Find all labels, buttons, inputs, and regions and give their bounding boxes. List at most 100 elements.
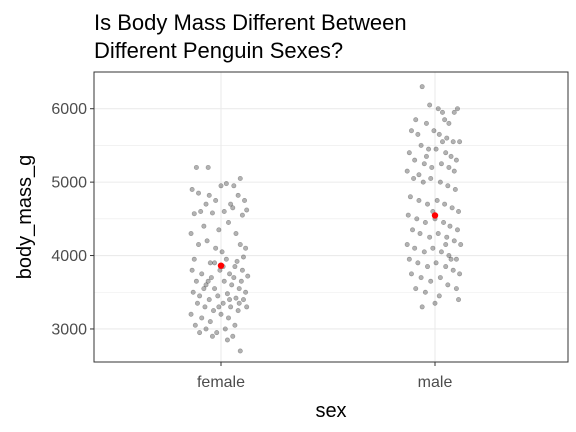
data-point-female <box>233 295 239 301</box>
data-point-female <box>234 258 240 264</box>
data-point-male <box>444 135 450 141</box>
data-point-female <box>231 183 237 189</box>
data-point-female <box>243 245 249 251</box>
data-point-female <box>212 286 218 292</box>
data-point-male <box>426 146 432 152</box>
data-point-female <box>239 267 245 273</box>
data-point-male <box>406 256 412 262</box>
data-point-male <box>416 197 422 203</box>
data-point-female <box>232 322 238 328</box>
data-point-male <box>412 245 418 251</box>
data-point-male <box>408 271 414 277</box>
data-point-male <box>422 220 428 226</box>
chart-title-line-2: Different Penguin Sexes? <box>94 38 343 63</box>
data-point-male <box>413 117 419 123</box>
data-point-female <box>215 293 221 299</box>
data-point-male <box>443 264 449 270</box>
data-point-female <box>245 273 251 279</box>
data-point-male <box>435 106 441 112</box>
x-axis-title: sex <box>315 400 346 422</box>
data-point-male <box>405 212 411 218</box>
data-point-female <box>194 300 200 306</box>
data-point-male <box>441 220 447 226</box>
data-point-female <box>213 245 219 251</box>
data-point-female <box>192 322 198 328</box>
data-point-male <box>411 175 417 181</box>
x-tick-label-female: female <box>197 374 245 391</box>
data-point-male <box>429 164 435 170</box>
data-point-female <box>223 181 229 187</box>
data-point-female <box>213 197 219 203</box>
data-point-female <box>208 275 214 281</box>
data-point-female <box>244 207 250 213</box>
data-point-male <box>445 282 451 288</box>
y-tick-label: 5000 <box>51 175 87 192</box>
data-point-female <box>237 175 243 181</box>
data-point-male <box>408 128 414 134</box>
data-point-female <box>230 205 236 211</box>
data-point-male <box>427 234 433 240</box>
data-point-female <box>198 208 204 214</box>
data-point-female <box>231 275 237 281</box>
data-point-female <box>199 271 205 277</box>
data-point-female <box>218 311 224 317</box>
data-point-male <box>446 164 452 170</box>
data-point-female <box>237 348 243 354</box>
data-point-male <box>456 297 462 303</box>
y-tick-label: 4000 <box>51 248 87 265</box>
data-point-female <box>228 304 234 310</box>
data-point-male <box>437 275 443 281</box>
data-point-male <box>430 245 436 251</box>
data-point-male <box>451 168 457 174</box>
data-point-male <box>414 216 420 222</box>
data-point-female <box>204 238 210 244</box>
data-point-female <box>229 282 235 288</box>
data-point-female <box>236 286 242 292</box>
data-point-male <box>451 109 457 115</box>
data-point-male <box>428 278 434 284</box>
data-point-female <box>196 242 202 248</box>
data-point-female <box>237 242 243 248</box>
data-point-male <box>445 183 451 189</box>
data-point-female <box>225 220 231 226</box>
data-point-male <box>419 84 425 90</box>
data-point-female <box>193 164 199 170</box>
data-point-female <box>228 201 234 207</box>
data-point-female <box>214 330 220 336</box>
data-point-female <box>209 210 215 216</box>
data-point-male <box>451 238 457 244</box>
data-point-female <box>188 231 194 237</box>
data-point-male <box>454 227 460 233</box>
data-point-female <box>230 333 236 339</box>
data-point-female <box>188 311 194 317</box>
group-means <box>217 212 439 269</box>
data-point-male <box>453 256 459 262</box>
data-point-female <box>207 319 213 325</box>
data-point-male <box>421 161 427 167</box>
data-point-female <box>233 231 239 237</box>
data-point-female <box>224 337 230 343</box>
data-point-female <box>219 249 225 255</box>
data-point-female <box>203 282 209 288</box>
data-point-male <box>446 253 452 259</box>
data-point-female <box>203 326 209 332</box>
data-point-female <box>221 278 227 284</box>
data-point-female <box>191 211 197 217</box>
y-axis: 3000 4000 5000 6000 <box>51 101 94 338</box>
data-point-male <box>421 249 427 255</box>
data-point-male <box>433 146 439 152</box>
data-point-female <box>216 304 222 310</box>
data-point-female <box>201 286 207 292</box>
data-point-male <box>452 186 458 192</box>
data-point-female <box>211 308 217 314</box>
data-point-male <box>407 194 413 200</box>
data-point-male <box>425 201 431 207</box>
data-point-female <box>190 289 196 295</box>
data-point-female <box>225 315 231 321</box>
data-point-male <box>417 231 423 237</box>
data-point-male <box>442 201 448 207</box>
data-point-female <box>243 289 249 295</box>
data-point-male <box>437 179 443 185</box>
data-point-female <box>240 297 246 303</box>
data-point-female <box>189 186 195 192</box>
